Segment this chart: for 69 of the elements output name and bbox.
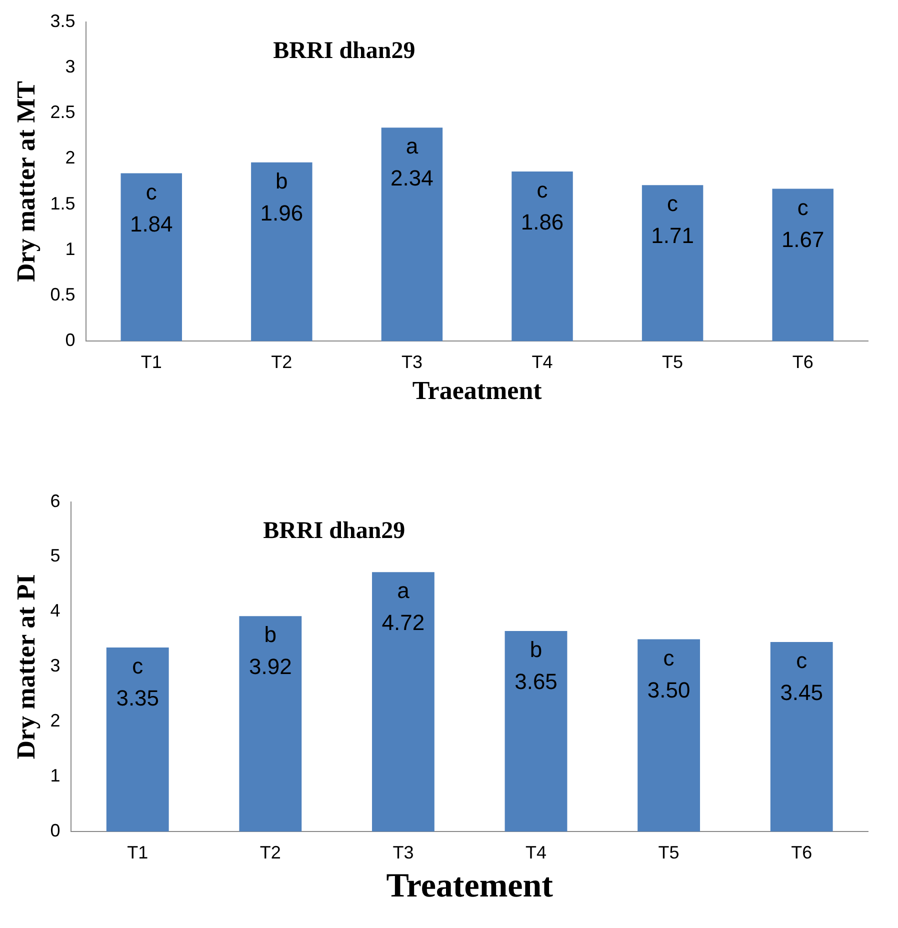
bar (638, 639, 700, 832)
y-tick-label: 3 (65, 56, 76, 76)
y-axis-title: Dry matter at PI (11, 574, 40, 760)
data-label: 4.72 (382, 610, 425, 636)
text: BRRI dhan29 (263, 518, 406, 544)
bar (772, 188, 834, 342)
data-label: 2.34 (390, 166, 434, 191)
y-tick-label: 0 (50, 820, 60, 841)
y-tick-label: 6 (50, 490, 60, 511)
y-tick-label: 1 (65, 238, 76, 259)
y-tick-label: 3.5 (50, 10, 76, 31)
x-axis-title: Treatement (386, 867, 554, 904)
x-tick-label: T4 (525, 842, 547, 862)
annotation: a (406, 134, 419, 159)
bar (770, 642, 833, 832)
bar (239, 616, 302, 832)
annotation: c (146, 179, 157, 204)
bar (381, 128, 443, 342)
y-axis-title: Dry matter at MT (11, 81, 40, 282)
y-tick-label: 2 (50, 710, 60, 731)
bar (106, 647, 169, 832)
annotation: b (264, 622, 277, 648)
data-label: 3.45 (780, 680, 824, 706)
y-tick-label: 0.5 (50, 284, 76, 305)
data-label: 3.50 (647, 677, 690, 702)
annotation: c (132, 654, 144, 679)
y-tick-label: 1 (50, 766, 60, 786)
x-tick-label: T6 (792, 352, 814, 372)
y-tick-label: 4 (50, 600, 60, 621)
data-label: 3.92 (248, 654, 292, 680)
x-tick-label: T5 (658, 842, 680, 862)
x-tick-label: T4 (532, 352, 553, 372)
x-axis-title: Traeatment (412, 376, 542, 406)
annotation: b (530, 637, 542, 662)
annotation: c (797, 194, 808, 220)
y-tick-label: 1.5 (50, 193, 76, 214)
annotation: c (663, 645, 674, 670)
y-tick-label: 2 (65, 148, 76, 168)
x-tick-label: T5 (662, 352, 684, 372)
x-tick-label: T1 (127, 842, 148, 862)
y-tick-label: 3 (50, 656, 60, 676)
y-tick-label: 0 (65, 330, 76, 350)
annotation: c (667, 191, 678, 216)
x-tick-label: T6 (791, 842, 812, 862)
bar (642, 185, 704, 342)
x-tick-label: T3 (392, 842, 414, 862)
data-label: 1.86 (520, 210, 564, 235)
data-label: 3.35 (116, 686, 160, 711)
x-tick-label: T2 (260, 842, 281, 862)
annotation: c (536, 178, 548, 203)
annotation: c (796, 648, 808, 674)
x-tick-label: T3 (401, 352, 422, 372)
x-tick-label: T1 (140, 352, 162, 372)
y-tick-label: 2.5 (50, 102, 76, 122)
annotation: a (397, 578, 410, 604)
bar (120, 173, 182, 342)
data-label: 3.65 (514, 669, 558, 694)
y-tick-label: 5 (50, 546, 60, 566)
bar (372, 572, 434, 832)
text: BRRI dhan29 (273, 38, 416, 64)
data-label: 1.84 (130, 211, 173, 236)
x-tick-label: T2 (271, 352, 292, 372)
bar (504, 630, 568, 832)
data-label: 1.96 (260, 200, 304, 226)
bar (512, 171, 573, 342)
bar (251, 162, 312, 342)
data-label: 1.67 (781, 226, 824, 252)
data-label: 1.71 (651, 223, 694, 248)
annotation: b (276, 168, 288, 194)
